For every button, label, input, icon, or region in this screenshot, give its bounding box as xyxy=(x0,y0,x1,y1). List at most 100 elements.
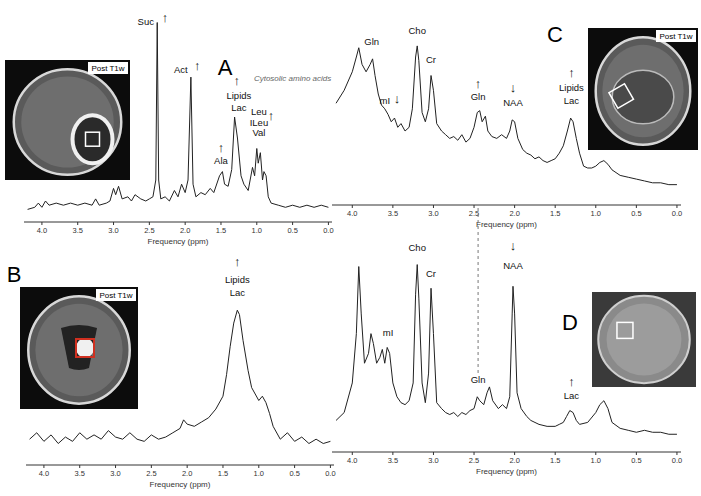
x-axis-line xyxy=(26,465,334,466)
mri-background xyxy=(592,292,696,387)
x-tick xyxy=(43,465,44,468)
voxel xyxy=(86,132,100,146)
inset-label: Post T1w xyxy=(99,291,132,300)
brain xyxy=(28,296,129,403)
peak-label: Cho xyxy=(409,25,426,36)
peak-label: mI xyxy=(383,327,394,338)
peak-label: Cytosolic amino acids xyxy=(254,74,331,83)
x-tick-label: 2.0 xyxy=(182,469,192,478)
ventricle xyxy=(61,325,97,370)
arrow: ↑ xyxy=(268,108,275,123)
x-tick-label: 0.0 xyxy=(672,209,682,218)
x-tick-label: 3.5 xyxy=(388,456,398,465)
x-tick xyxy=(474,205,475,208)
x-tick xyxy=(115,465,116,468)
x-tick xyxy=(474,452,475,455)
x-tick-label: 0.0 xyxy=(672,456,682,465)
x-tick-label: 4.0 xyxy=(347,456,357,465)
x-tick-label: 2.0 xyxy=(509,456,519,465)
x-tick-label: 2.0 xyxy=(509,209,519,218)
mri-inset: Post T1w xyxy=(5,60,130,180)
peak-label: Lac xyxy=(231,102,247,113)
arrow: ↑ xyxy=(194,58,201,73)
x-axis-label: Frequency (ppm) xyxy=(150,480,211,489)
x-tick-label: 3.5 xyxy=(388,209,398,218)
peak-label: Lac xyxy=(564,95,580,106)
arrow: ↑ xyxy=(475,76,482,91)
peak-label: Lipids xyxy=(226,90,251,101)
brain-matter xyxy=(21,76,114,167)
x-tick xyxy=(41,222,42,225)
voxel xyxy=(617,322,633,338)
peak-label: mI xyxy=(379,95,390,106)
peak-label: ILeu xyxy=(250,117,269,128)
x-tick xyxy=(256,222,257,225)
x-tick xyxy=(352,205,353,208)
inset-label-box xyxy=(88,62,128,74)
voxel xyxy=(76,339,94,357)
x-tick xyxy=(433,452,434,455)
mri-background xyxy=(5,60,130,180)
inset-label: Post T1w xyxy=(659,32,692,41)
x-tick-label: 0.5 xyxy=(631,456,641,465)
x-tick xyxy=(676,205,677,208)
brain xyxy=(14,69,122,175)
mri-inset xyxy=(592,292,696,387)
x-tick-label: 3.0 xyxy=(108,226,118,235)
peak-label: Lipids xyxy=(225,274,250,285)
arrow: ↑ xyxy=(233,73,240,88)
x-tick-label: 1.0 xyxy=(591,456,601,465)
arrow: ↑ xyxy=(568,65,575,80)
x-tick xyxy=(330,465,331,468)
inset-label: Post T1w xyxy=(91,64,124,73)
peak-label: Ala xyxy=(214,155,228,166)
x-tick-label: 2.5 xyxy=(144,226,154,235)
x-axis-line xyxy=(332,205,681,206)
peak-label: Gln xyxy=(364,36,379,47)
peak-label: Gln xyxy=(471,374,486,385)
peak-label: NAA xyxy=(503,97,523,108)
x-tick-label: 4.0 xyxy=(37,226,47,235)
arrow: ↑ xyxy=(218,140,225,155)
arrow: ↑ xyxy=(234,254,241,269)
x-tick-label: 3.0 xyxy=(428,456,438,465)
peak-label: Lac xyxy=(564,390,580,401)
arrow: ↓ xyxy=(394,91,401,106)
peak-label: Suc xyxy=(138,16,155,27)
x-tick xyxy=(294,465,295,468)
x-tick-label: 1.0 xyxy=(591,209,601,218)
x-tick-label: 3.0 xyxy=(110,469,120,478)
x-tick xyxy=(676,452,677,455)
x-tick-label: 3.0 xyxy=(428,209,438,218)
x-tick xyxy=(555,452,556,455)
x-axis-line xyxy=(332,452,681,453)
lesion xyxy=(73,115,113,163)
peak-label: NAA xyxy=(503,260,523,271)
inset-label-box xyxy=(656,30,696,42)
mri-background xyxy=(588,28,698,150)
mri-inset: Post T1w xyxy=(20,287,138,409)
x-tick-label: 3.5 xyxy=(75,469,85,478)
x-tick xyxy=(392,205,393,208)
x-tick-label: 0.5 xyxy=(631,209,641,218)
x-tick xyxy=(185,222,186,225)
brain xyxy=(596,37,691,144)
mri-background xyxy=(20,287,138,409)
x-tick-label: 0.5 xyxy=(287,226,297,235)
x-axis-label: Frequency (ppm) xyxy=(476,467,537,476)
panel-title: A xyxy=(218,55,233,80)
x-tick xyxy=(514,205,515,208)
x-tick-label: 1.0 xyxy=(252,226,262,235)
x-tick-label: 1.5 xyxy=(550,456,560,465)
arrow: ↑ xyxy=(162,10,169,25)
x-tick-label: 2.0 xyxy=(180,226,190,235)
figure: 4.0 3.5 3.0 2.5 2.0 1.5 1.0 0.5 0.0 Frequency (pp… xyxy=(0,0,701,496)
peak-label: Cho xyxy=(409,242,426,253)
arrow: ↓ xyxy=(510,80,517,95)
peak-label: Act xyxy=(174,64,188,75)
x-tick xyxy=(292,222,293,225)
peak-label: Gln xyxy=(471,91,486,102)
x-tick xyxy=(113,222,114,225)
arrow: ↑ xyxy=(568,374,575,389)
x-axis-label: Frequency (ppm) xyxy=(148,237,209,246)
